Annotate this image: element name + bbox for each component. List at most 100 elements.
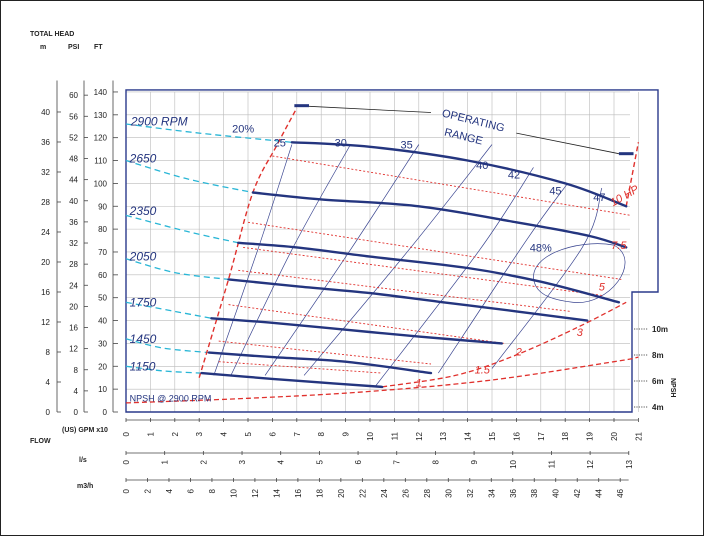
m-tick-label: 28 (41, 198, 50, 207)
m-tick-label: 8 (46, 348, 51, 357)
m3h-tick-label: 0 (122, 488, 131, 493)
reduced-speed-line (125, 214, 239, 244)
plot-area-outline (125, 89, 659, 413)
ft-tick-label: 120 (94, 134, 108, 143)
m3h-tick-label: 46 (616, 488, 625, 497)
ls-tick-label: 7 (393, 459, 402, 464)
m-tick-label: 0 (46, 408, 51, 417)
psi-tick-label: 0 (74, 408, 79, 417)
gpm-tick-label: 4 (220, 431, 229, 436)
ft-tick-label: 90 (98, 202, 107, 211)
efficiency-line (438, 183, 568, 374)
gpm-tick-label: 1 (146, 431, 155, 436)
head-curve-label: 2050 (129, 250, 157, 264)
gpm-tick-label: 20 (610, 431, 619, 440)
m3h-tick-label: 14 (272, 488, 281, 497)
ls-tick-label: 3 (238, 459, 247, 464)
gpm-tick-label: 0 (122, 431, 131, 436)
psi-tick-label: 16 (69, 324, 78, 333)
efficiency-line (230, 144, 351, 376)
efficiency-label: 20% (232, 124, 254, 136)
m3h-tick-label: 30 (444, 488, 453, 497)
head-curve (207, 351, 433, 375)
power-label: 1.5 (475, 365, 491, 377)
npsh-tick-label: 10m (652, 325, 668, 334)
npsh-curve (125, 356, 639, 404)
m3h-tick-label: 28 (423, 488, 432, 497)
gpm-tick-label: 6 (268, 431, 277, 436)
psi-tick-label: 56 (69, 112, 78, 121)
ft-tick-label: 130 (94, 111, 108, 120)
flow-label: FLOW (30, 438, 51, 445)
power-label: 1 (416, 377, 422, 389)
efficiency-label: 47 (593, 192, 605, 204)
m-tick-label: 4 (46, 378, 51, 387)
efficiency-label: 25 (274, 137, 286, 149)
reduced-speed-line (125, 123, 292, 143)
psi-tick-label: 20 (69, 302, 78, 311)
gpm-tick-label: 12 (415, 431, 424, 440)
gpm-tick-label: 5 (244, 431, 253, 436)
ft-tick-label: 70 (98, 248, 107, 257)
head-curve (290, 141, 628, 208)
psi-tick-label: 52 (69, 133, 78, 142)
m3h-tick-label: 42 (573, 488, 582, 497)
m3h-tick-label: 10 (229, 488, 238, 497)
m-tick-label: 40 (41, 108, 50, 117)
psi-tick-label: 60 (69, 91, 78, 100)
ft-tick-label: 100 (94, 179, 108, 188)
gpm-tick-label: 15 (488, 431, 497, 440)
ls-tick-label: 1 (161, 459, 170, 464)
m3h-tick-label: 38 (530, 488, 539, 497)
gpm-tick-label: 11 (390, 431, 399, 440)
m3h-tick-label: 22 (358, 488, 367, 497)
m-tick-label: 36 (41, 138, 50, 147)
gpm-tick-label: 19 (586, 431, 595, 440)
reduced-speed-line (125, 258, 229, 281)
m3h-tick-label: 36 (509, 488, 518, 497)
power-line (243, 246, 602, 296)
efficiency-line (213, 144, 293, 376)
efficiency-line (264, 144, 420, 376)
power-label: 3 (577, 327, 584, 339)
efficiency-label: 45 (549, 185, 561, 197)
gpm-tick-label: 2 (171, 431, 180, 436)
ft-tick-label: 50 (98, 294, 107, 303)
head-curve (227, 278, 589, 322)
ft-tick-label: 10 (98, 385, 107, 394)
total-head-label: TOTAL HEAD (30, 31, 75, 38)
psi-tick-label: 12 (69, 345, 78, 354)
m3h-tick-label: 6 (186, 488, 195, 493)
head-curve-label: 2350 (129, 204, 157, 218)
ls-tick-label: 13 (625, 459, 634, 468)
ft-tick-label: 110 (94, 157, 107, 166)
efficiency-line (303, 144, 493, 376)
ls-tick-label: 8 (431, 459, 440, 464)
ls-tick-label: 2 (199, 459, 208, 464)
ft-tick-label: 20 (98, 362, 107, 371)
gpm-tick-label: 14 (464, 431, 473, 440)
head-curve-label: 2900 RPM (130, 115, 188, 129)
gpm-tick-label: 17 (537, 431, 546, 440)
m3h-tick-label: 44 (595, 488, 604, 497)
efficiency-label: 40 (476, 160, 488, 172)
m-tick-label: 12 (41, 318, 50, 327)
npsh-curve-label: NPSH @ 2900 RPM (130, 393, 212, 403)
head-curve-label: 2650 (129, 151, 157, 165)
reduced-speed-line (125, 338, 210, 354)
gpm-axis-label: (US) GPM x10 (62, 427, 108, 434)
power-line (218, 340, 432, 365)
m3h-tick-label: 40 (552, 488, 561, 497)
m3h-tick-label: 16 (294, 488, 303, 497)
psi-tick-label: 8 (74, 366, 79, 375)
npsh-tick-label: 8m (652, 351, 664, 360)
efficiency-label: 30 (335, 137, 347, 149)
efficiency-line (374, 167, 534, 388)
power-label: 5 (599, 281, 606, 293)
m3h-axis-label: m3/h (77, 483, 94, 490)
operating-range-leader-right (516, 132, 619, 155)
ls-tick-label: 9 (470, 459, 479, 464)
psi-tick-label: 44 (69, 176, 78, 185)
efficiency-island-48 (533, 243, 626, 303)
power-label: 7.5 (611, 240, 627, 252)
